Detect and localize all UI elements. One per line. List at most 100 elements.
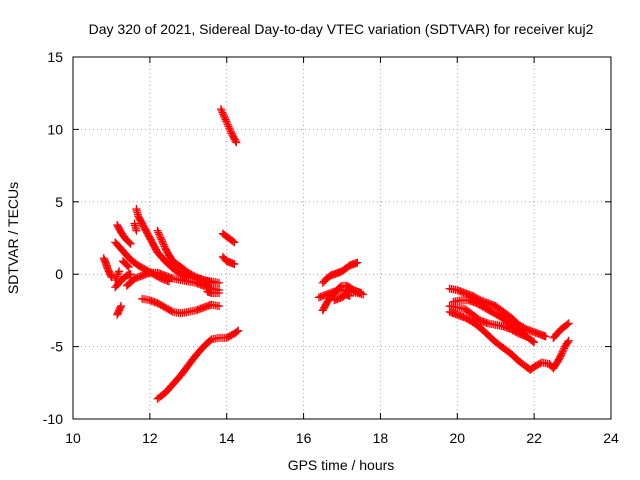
plus-marker (217, 106, 226, 115)
plus-marker (226, 127, 235, 136)
x-axis-label: GPS time / hours (288, 457, 395, 473)
plus-marker (234, 326, 243, 335)
plus-marker (522, 332, 531, 341)
x-tick-label: 16 (296, 430, 312, 446)
plus-marker (221, 115, 230, 124)
series-arc-l (218, 252, 239, 269)
plus-marker (207, 278, 216, 287)
plus-marker (229, 237, 238, 246)
plus-marker (232, 138, 241, 147)
series-arc-m (216, 105, 241, 147)
series-arc-c (113, 302, 126, 319)
plus-marker (541, 332, 550, 341)
plus-marker (167, 306, 176, 315)
plus-marker (125, 238, 134, 247)
plus-marker (111, 275, 120, 284)
x-tick-label: 14 (219, 430, 235, 446)
plus-marker (112, 274, 121, 283)
plus-marker (558, 347, 567, 356)
x-axis-ticks: 10 12 14 16 18 20 22 24 (65, 57, 619, 446)
plus-marker (220, 113, 229, 122)
plus-marker (232, 327, 241, 336)
plus-marker (156, 233, 165, 242)
series-arc-u (330, 290, 354, 305)
x-tick-label: 24 (603, 430, 619, 446)
plus-marker (124, 262, 133, 271)
plus-marker (154, 228, 163, 237)
plus-marker (218, 108, 227, 117)
y-tick-label: 15 (47, 49, 63, 65)
series-arc-a (99, 254, 116, 282)
plus-marker (220, 112, 229, 121)
plus-marker (155, 230, 164, 239)
y-tick-label: 0 (55, 266, 63, 282)
y-tick-label: -10 (43, 411, 63, 427)
y-axis-label: SDTVAR / TECUs (5, 182, 21, 294)
series-arc-h (153, 226, 216, 287)
plus-marker (112, 272, 121, 281)
plus-marker (219, 110, 228, 119)
plus-marker (215, 278, 224, 287)
plus-marker (159, 240, 168, 249)
plus-marker (224, 122, 233, 131)
plus-marker (557, 351, 566, 360)
series-arc-k (218, 229, 239, 247)
plus-marker (231, 136, 240, 145)
y-tick-label: -5 (51, 339, 64, 355)
plus-marker (126, 270, 135, 279)
plus-marker (563, 338, 572, 347)
y-axis-ticks: 15 10 5 0 -5 -10 (43, 49, 611, 427)
x-tick-label: 18 (373, 430, 389, 446)
plus-marker (563, 320, 572, 329)
plus-marker (226, 125, 235, 134)
plus-marker (223, 119, 232, 128)
plus-marker (132, 226, 141, 235)
plus-marker (216, 105, 225, 114)
plus-marker (115, 267, 124, 276)
plus-marker (559, 346, 568, 355)
plus-marker (113, 270, 122, 279)
plus-marker (528, 337, 537, 346)
plus-marker (353, 258, 362, 267)
x-tick-label: 20 (449, 430, 465, 446)
series-arc-n (153, 326, 243, 403)
plus-marker (345, 291, 354, 300)
x-tick-label: 10 (65, 430, 81, 446)
plus-marker (564, 319, 573, 328)
series-arc-p (118, 257, 133, 271)
plus-marker (155, 231, 164, 240)
data-points (99, 105, 573, 403)
plus-marker (123, 261, 132, 270)
plus-marker (222, 117, 231, 126)
series-arc-e (113, 220, 135, 248)
chart-title: Day 320 of 2021, Sidereal Day-to-day VTE… (89, 21, 594, 37)
x-tick-label: 22 (526, 430, 542, 446)
plus-marker (557, 349, 566, 358)
series-arc-y (445, 302, 531, 341)
x-tick-label: 12 (142, 430, 158, 446)
plus-marker (114, 269, 123, 278)
y-tick-label: 10 (47, 121, 63, 137)
series-arc-s (318, 258, 362, 287)
plus-marker (126, 239, 135, 248)
plus-marker (215, 289, 224, 298)
plus-marker (117, 302, 126, 311)
plus-marker (215, 302, 224, 311)
plus-marker (153, 226, 162, 235)
plus-marker (225, 124, 234, 133)
plus-marker (157, 235, 166, 244)
series-arc-q (111, 267, 124, 284)
plus-marker (530, 338, 539, 347)
plus-marker (158, 238, 167, 247)
series-arc-i (138, 294, 224, 318)
series-arc-v (445, 284, 550, 341)
plot-frame (72, 56, 612, 420)
plus-marker (230, 238, 239, 247)
y-tick-label: 5 (55, 194, 63, 210)
plus-marker (230, 260, 239, 269)
plus-marker (158, 237, 167, 246)
plus-marker (359, 290, 368, 299)
plus-marker (223, 120, 232, 129)
